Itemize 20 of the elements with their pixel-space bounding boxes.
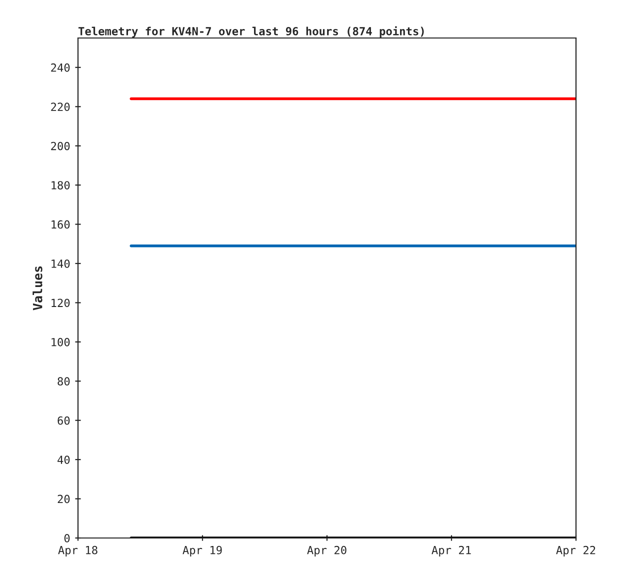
x-tick-label: Apr 20 xyxy=(307,546,346,556)
chart-title: Telemetry for KV4N-7 over last 96 hours (874 points) xyxy=(78,26,424,38)
x-tick-label: Apr 21 xyxy=(432,546,471,556)
y-tick-label: 60 xyxy=(58,416,70,425)
y-tick-label: 100 xyxy=(52,338,70,346)
y-tick-label: 0 xyxy=(64,534,70,542)
x-tick-label: Apr 19 xyxy=(182,546,222,556)
y-tick-label: 140 xyxy=(52,259,70,268)
y-tick-label: 20 xyxy=(58,494,70,504)
y-tick-label: 120 xyxy=(52,298,70,308)
y-tick-label: 180 xyxy=(52,181,70,190)
y-tick-label: 220 xyxy=(51,102,70,112)
y-tick-label: 80 xyxy=(58,377,70,386)
y-tick-label: 160 xyxy=(52,220,70,229)
y-tick-label: 200 xyxy=(51,142,70,150)
y-axis-title: Values xyxy=(32,266,42,310)
x-tick-label: Apr 22 xyxy=(556,546,596,556)
y-tick-label: 240 xyxy=(51,63,70,72)
x-tick-label: Apr 18 xyxy=(58,546,98,556)
y-tick-label: 40 xyxy=(58,456,70,464)
